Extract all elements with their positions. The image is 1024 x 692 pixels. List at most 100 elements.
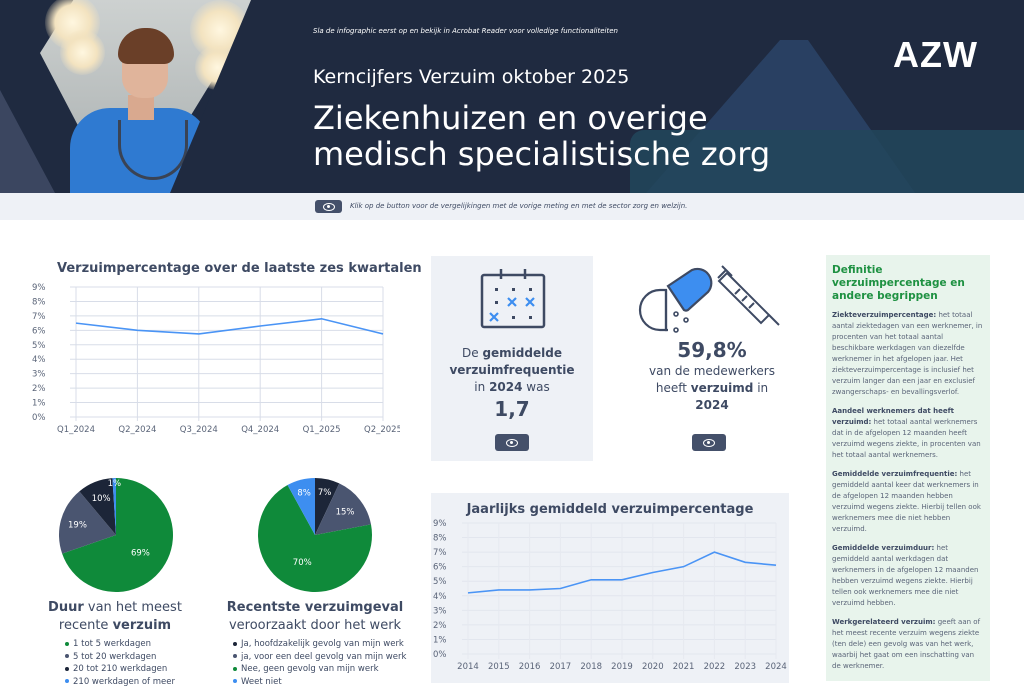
pie-slice: [315, 478, 340, 535]
x-tick-label: Q1_2025: [303, 425, 341, 435]
kpi-frequency-value: 1,7: [494, 397, 530, 421]
pie-slice: [59, 491, 116, 554]
work-related-pie-title: Recentste verzuimgeval veroorzaakt door …: [225, 599, 405, 635]
x-tick-label: 2018: [580, 662, 602, 672]
definition-item: Werkgerelateerd verzuim: geeft aan of he…: [832, 617, 984, 672]
eye-icon: [506, 438, 518, 447]
legend-dot-dark: [233, 641, 237, 646]
page-title-line2: medisch specialistische zorg: [313, 135, 771, 173]
y-tick-label: 9%: [32, 283, 46, 293]
x-tick-label: Q2_2024: [118, 425, 156, 435]
duration-legend: 1 tot 5 werkdagen 5 tot 20 werkdagen 20 …: [65, 638, 175, 688]
y-tick-label: 5%: [32, 341, 46, 351]
definition-text: geeft aan of het meest recente verzuim w…: [832, 618, 981, 670]
info-text: Klik op de button voor de vergelijkingen…: [350, 202, 688, 210]
duration-title-bold: Duur: [48, 600, 84, 615]
y-tick-label: 7%: [32, 312, 46, 322]
annual-axis-labels: 0% 1% 2% 3% 4% 5% 6% 7% 8% 9% 2014 2015 2016 2017 2018…: [433, 519, 787, 672]
pie-slice-label: 69%: [131, 548, 150, 558]
pie-slice: [258, 485, 372, 592]
y-tick-label: 0%: [32, 413, 46, 423]
quarterly-series-line: [75, 317, 384, 335]
legend-item: 210 werkdagen of meer: [65, 676, 175, 689]
kpi-share-line1: van de medewerkers: [649, 364, 775, 378]
kpi-share-value: 59,8%: [677, 338, 747, 362]
legend-item: 5 tot 20 werkdagen: [65, 651, 175, 664]
y-tick-label: 1%: [433, 635, 447, 645]
legend-dot-dark: [65, 666, 69, 671]
legend-label: Ja, hoofdzakelijk gevolg van mijn werk: [241, 639, 404, 649]
pie-slice-label: 19%: [68, 520, 87, 530]
work-related-pie-chart: 7% 15% 70% 8%: [258, 478, 372, 592]
calendar-icon: [480, 269, 546, 329]
annual-chart-panel: Jaarlijks gemiddeld verzuimpercentage 0%…: [431, 493, 789, 683]
page-subtitle: Kerncijfers Verzuim oktober 2025: [313, 66, 630, 88]
legend-dot-green: [65, 641, 69, 646]
pie-slice-label: 15%: [336, 508, 355, 518]
kpi-share-compare-button[interactable]: [692, 434, 726, 451]
y-tick-label: 8%: [433, 534, 447, 544]
duration-title-rest: van het meest: [83, 600, 182, 615]
legend-item: Ja, hoofdzakelijk gevolg van mijn werk: [233, 638, 406, 651]
work-title-line2: veroorzaakt door het werk: [228, 618, 402, 633]
pill-syringe-icon: [638, 265, 780, 333]
kpi-share-text: van de medewerkers heeft verzuimd in 202…: [628, 363, 796, 414]
legend-label: Weet niet: [241, 676, 282, 687]
definition-item: Gemiddelde verzuimfrequentie: het gemidd…: [832, 469, 984, 535]
x-tick-label: 2024: [765, 662, 787, 672]
pie-slice: [62, 478, 174, 592]
pie-slice: [112, 478, 116, 535]
y-tick-label: 3%: [32, 370, 46, 380]
kpi-frequency-compare-button[interactable]: [495, 434, 529, 451]
x-tick-label: 2021: [673, 662, 695, 672]
kpi-share-line2-bold: verzuimd: [690, 381, 754, 395]
work-title-line1: Recentste verzuimgeval: [226, 600, 404, 615]
annual-grid: [462, 522, 777, 659]
definition-term: Ziekteverzuimpercentage:: [832, 311, 937, 319]
quarterly-chart-title: Verzuimpercentage over de laatste zes kw…: [57, 261, 422, 276]
legend-dot-green: [233, 666, 237, 671]
header-banner: Sla de infographic eerst op en bekijk in…: [0, 0, 1024, 193]
azw-logo: AZW: [893, 34, 978, 75]
kpi-share-line2-post: in: [753, 381, 769, 395]
legend-item: Nee, geen gevolg van mijn werk: [233, 663, 406, 676]
compare-button[interactable]: [315, 200, 342, 213]
duration-pie-slices: 69% 19% 10% 1%: [59, 478, 174, 592]
y-tick-label: 1%: [32, 399, 46, 409]
y-tick-label: 7%: [433, 548, 447, 558]
quarterly-grid: [70, 286, 384, 421]
decorative-band: [630, 130, 1024, 193]
legend-label: 210 werkdagen of meer: [73, 676, 175, 687]
x-tick-label: Q3_2024: [180, 425, 218, 435]
duration-pie-chart: 69% 19% 10% 1%: [59, 478, 174, 592]
info-bar: Klik op de button voor de vergelijkingen…: [0, 193, 1024, 220]
y-tick-label: 6%: [433, 563, 447, 573]
annual-chart-title: Jaarlijks gemiddeld verzuimpercentage: [466, 502, 754, 517]
x-tick-label: 2017: [550, 662, 572, 672]
definition-item: Aandeel werknemers dat heeft verzuimd: h…: [832, 406, 984, 461]
definition-text: het gemiddeld aantal werkdagen dat werkn…: [832, 544, 979, 607]
pie-slice-label: 8%: [297, 488, 311, 498]
definition-term: Gemiddelde verzuimfrequentie:: [832, 470, 958, 478]
work-related-legend: Ja, hoofdzakelijk gevolg van mijn werk j…: [233, 638, 406, 688]
kpi-frequency-year: 2024: [489, 380, 523, 394]
pie-slice-label: 7%: [318, 488, 332, 498]
eye-icon: [322, 202, 335, 211]
x-tick-label: 2022: [704, 662, 726, 672]
y-tick-label: 4%: [433, 592, 447, 602]
definition-item: Ziekteverzuimpercentage: het totaal aant…: [832, 310, 984, 398]
y-tick-label: 3%: [433, 606, 447, 616]
legend-item: 20 tot 210 werkdagen: [65, 663, 175, 676]
quarterly-line-chart: 0% 1% 2% 3% 4% 5% 6% 7% 8% 9% Q1_2024 Q2_2024 Q3_202…: [32, 283, 400, 435]
work-related-pie-slices: 7% 15% 70% 8%: [258, 478, 372, 592]
x-tick-label: 2019: [611, 662, 633, 672]
legend-dot-blue: [65, 679, 69, 683]
kpi-frequency-text: De gemiddelde verzuimfrequentie in 2024 …: [431, 345, 593, 396]
annual-series-line: [467, 551, 777, 594]
kpi-share-year: 2024: [695, 398, 729, 412]
pie-slice: [287, 478, 315, 535]
legend-label: 1 tot 5 werkdagen: [73, 639, 152, 649]
y-tick-label: 6%: [32, 326, 46, 336]
legend-item: ja, voor een deel gevolg van mijn werk: [233, 651, 406, 664]
y-tick-label: 0%: [433, 650, 447, 660]
